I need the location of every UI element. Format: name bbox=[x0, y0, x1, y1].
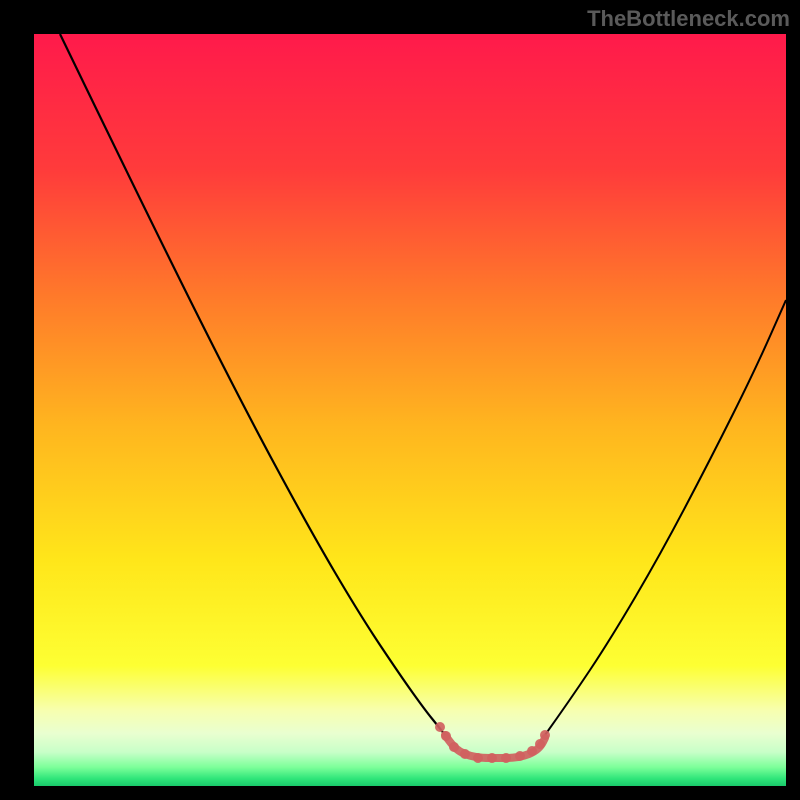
gradient-background bbox=[34, 34, 786, 786]
highlight-dot bbox=[501, 753, 511, 763]
highlight-dot bbox=[460, 749, 470, 759]
highlight-dot bbox=[441, 731, 451, 741]
bottleneck-chart bbox=[0, 0, 800, 800]
highlight-dot bbox=[535, 739, 545, 749]
highlight-dot bbox=[540, 730, 550, 740]
chart-container: TheBottleneck.com bbox=[0, 0, 800, 800]
highlight-dot bbox=[515, 751, 525, 761]
highlight-dot bbox=[449, 742, 459, 752]
highlight-dot bbox=[527, 746, 537, 756]
highlight-dot bbox=[487, 753, 497, 763]
highlight-dot bbox=[435, 722, 445, 732]
watermark-text: TheBottleneck.com bbox=[587, 6, 790, 32]
highlight-dot bbox=[473, 753, 483, 763]
